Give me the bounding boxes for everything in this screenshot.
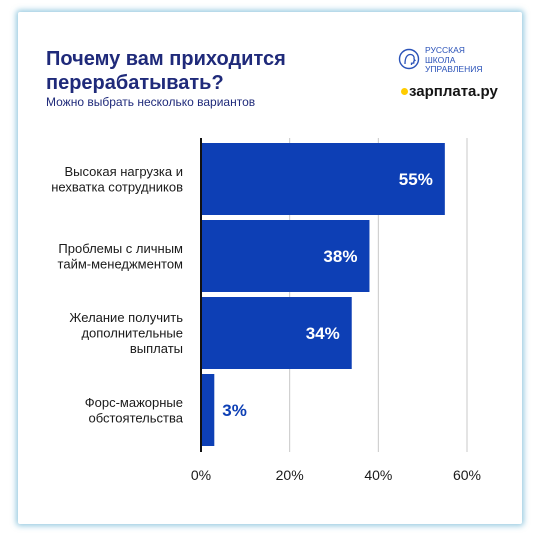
x-tick-label-40: 40% xyxy=(364,467,392,483)
category-label-2: Проблемы с личным тайм-менеджментом xyxy=(58,241,184,272)
value-label-1: 55% xyxy=(399,170,433,189)
value-label-3: 34% xyxy=(306,324,340,343)
chart-subtitle: Можно выбрать несколько вариантов xyxy=(46,95,256,109)
rshu-logo-line1: РУССКАЯ xyxy=(425,45,465,55)
category-label-line: Высокая нагрузка и xyxy=(64,164,183,179)
category-label-line: Форс-мажорные xyxy=(85,395,183,410)
bar-3 xyxy=(201,297,352,369)
rshu-logo-line2: ШКОЛА xyxy=(425,54,456,65)
x-tick-label-0: 0% xyxy=(191,467,211,483)
rshu-logo-line3: УПРАВЛЕНИЯ xyxy=(425,64,483,74)
category-label-line: нехватка сотрудников xyxy=(51,179,183,194)
bar-1 xyxy=(201,143,445,215)
category-label-line: Желание получить xyxy=(69,310,183,325)
value-label-2: 38% xyxy=(323,247,357,266)
rshu-logo-text: РУССКАЯ ШКОЛА УПРАВЛЕНИЯ xyxy=(425,45,483,75)
category-label-line: Проблемы с личным xyxy=(58,241,183,256)
zarplata-dot-icon xyxy=(401,87,408,95)
rshu-logo: РУССКАЯ ШКОЛА УПРАВЛЕНИЯ xyxy=(398,45,498,76)
zarplata-logo-text: зарплата.ру xyxy=(409,83,498,100)
category-label-1: Высокая нагрузка и нехватка сотрудников xyxy=(51,164,183,195)
value-label-4: 3% xyxy=(222,401,247,420)
zarplata-logo: зарплата.ру xyxy=(401,83,498,100)
chart-title: Почему вам приходится перерабатывать? xyxy=(46,48,286,94)
category-label-3: Желание получить дополнительные выплаты xyxy=(69,310,183,356)
bar-2 xyxy=(201,220,370,292)
x-tick-label-20: 20% xyxy=(276,467,304,483)
bar-4 xyxy=(201,374,215,446)
category-label-line: выплаты xyxy=(130,341,183,356)
category-label-4: Форс-мажорные обстоятельства xyxy=(85,395,184,426)
category-label-line: тайм-менеджментом xyxy=(58,256,184,271)
x-tick-label-60: 60% xyxy=(453,467,481,483)
category-label-line: дополнительные xyxy=(81,326,183,341)
globe-head-icon xyxy=(398,48,420,70)
category-label-line: обстоятельства xyxy=(88,410,183,425)
